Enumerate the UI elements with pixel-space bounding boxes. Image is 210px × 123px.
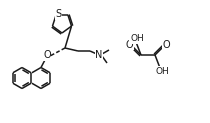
Text: O: O	[43, 51, 51, 61]
Text: O: O	[126, 39, 133, 49]
Text: N: N	[95, 50, 103, 60]
Text: S: S	[56, 9, 62, 19]
Text: OH: OH	[130, 34, 144, 43]
Text: OH: OH	[155, 67, 169, 76]
Text: O: O	[163, 39, 170, 49]
